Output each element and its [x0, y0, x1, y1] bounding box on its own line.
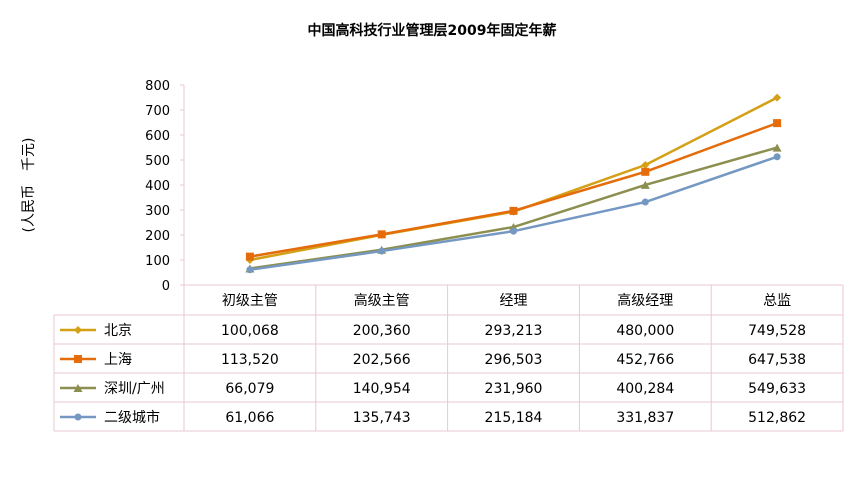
series-line-1: [249, 121, 778, 258]
y-tick-label: 100: [145, 254, 170, 269]
legend-marker: [74, 413, 82, 421]
y-tick-label: 500: [145, 154, 170, 169]
table-cell: 452,766: [616, 352, 674, 368]
category-label: 高级经理: [617, 292, 673, 309]
table-cell: 400,284: [616, 381, 674, 397]
category-label: 初级主管: [222, 292, 278, 309]
legend-label: 深圳/广州: [104, 381, 165, 397]
data-point: [377, 230, 386, 239]
table-cell: 202,566: [353, 352, 411, 368]
table-cell: 480,000: [616, 323, 674, 339]
category-label: 总监: [763, 293, 791, 309]
data-point: [641, 167, 650, 176]
table-cell: 113,520: [221, 352, 279, 368]
table-cell: 293,213: [485, 323, 543, 339]
category-label: 高级主管: [354, 292, 410, 309]
data-point: [773, 153, 781, 161]
y-tick-label: 0: [162, 279, 170, 294]
data-point: [640, 180, 650, 189]
table-cell: 215,184: [485, 410, 543, 426]
series-line-0: [249, 96, 778, 262]
table-cell: 749,528: [748, 323, 806, 339]
table-cell: 135,743: [353, 410, 411, 426]
category-label: 经理: [500, 293, 528, 309]
y-tick-label: 700: [145, 104, 170, 119]
y-tick-label: 200: [145, 229, 170, 244]
data-point: [378, 247, 386, 255]
table-cell: 647,538: [748, 352, 806, 368]
table-cell: 200,360: [353, 323, 411, 339]
legend-marker: [74, 326, 82, 334]
table-cell: 140,954: [353, 381, 411, 397]
legend-label: 北京: [104, 323, 132, 339]
table-cell: 61,066: [225, 410, 274, 426]
legend-marker: [73, 384, 83, 392]
legend-label: 二级城市: [104, 409, 160, 426]
table-cell: 549,633: [748, 381, 806, 397]
data-point: [245, 252, 254, 261]
table-cell: 100,068: [221, 323, 279, 339]
data-point: [641, 161, 650, 169]
y-tick-label: 800: [145, 79, 170, 94]
table-cell: 231,960: [485, 381, 543, 397]
table-cell: 66,079: [225, 381, 274, 397]
table-cell: 331,837: [616, 410, 674, 426]
data-point: [509, 206, 518, 215]
data-point: [773, 93, 782, 102]
data-point: [773, 119, 782, 128]
data-point: [641, 198, 649, 206]
legend-label: 上海: [104, 352, 132, 368]
y-tick-label: 400: [145, 179, 170, 194]
y-tick-label: 300: [145, 204, 170, 219]
table-cell: 512,862: [748, 410, 806, 426]
data-point: [510, 227, 517, 235]
table-cell: 296,503: [485, 352, 543, 368]
chart-title: 中国高科技行业管理层2009年固定年薪: [307, 23, 557, 39]
data-point: [246, 266, 254, 274]
data-point: [772, 143, 782, 152]
legend-marker: [74, 355, 82, 363]
y-tick-label: 600: [145, 129, 170, 144]
